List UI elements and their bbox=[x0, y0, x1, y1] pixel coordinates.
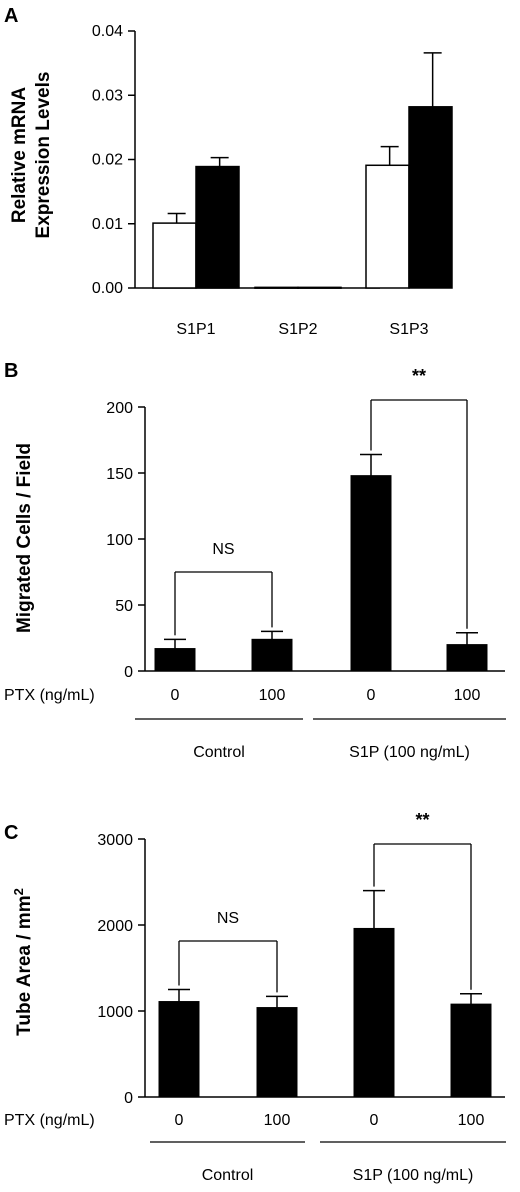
x-tick-label: 0 bbox=[367, 687, 376, 704]
panel-letter: C bbox=[4, 822, 18, 844]
y-axis-label: Migrated Cells / Field bbox=[14, 443, 35, 633]
y-tick-label: 0.03 bbox=[92, 87, 123, 104]
panel-letter: A bbox=[4, 5, 18, 27]
x-tick-label: 100 bbox=[458, 1112, 485, 1129]
y-tick-label: 0.00 bbox=[92, 280, 123, 297]
x-tick-label: S1P1 bbox=[176, 321, 215, 338]
x-tick-label: 100 bbox=[264, 1112, 291, 1129]
bar bbox=[251, 638, 293, 672]
panel-b-chart: B Migrated Cells / Field 0 50 100 150 200 0 100 0… bbox=[4, 360, 506, 761]
bar bbox=[450, 1003, 492, 1098]
y-axis-label: Expression Levels bbox=[33, 72, 54, 239]
significance-label: NS bbox=[217, 910, 239, 927]
group-label: S1P (100 ng/mL) bbox=[353, 1167, 474, 1184]
y-tick-label: 3000 bbox=[97, 832, 133, 849]
group-label: Control bbox=[202, 1167, 254, 1184]
bar-white bbox=[365, 164, 410, 289]
x-tick-label: 0 bbox=[370, 1112, 379, 1129]
x-tick-label: S1P2 bbox=[278, 321, 317, 338]
x-tick-label: 100 bbox=[454, 687, 481, 704]
y-axis-label: Relative mRNA bbox=[9, 87, 30, 223]
bar-black bbox=[408, 106, 453, 289]
y-tick-label: 1000 bbox=[97, 1004, 133, 1021]
y-tick-label: 50 bbox=[115, 598, 133, 615]
group-label: S1P (100 ng/mL) bbox=[349, 744, 470, 761]
y-tick-label: 0 bbox=[124, 1090, 133, 1107]
x-tick-label: S1P3 bbox=[389, 321, 428, 338]
y-tick-label: 150 bbox=[106, 466, 133, 483]
bar bbox=[353, 927, 395, 1098]
x-tick-label: 0 bbox=[171, 687, 180, 704]
bar bbox=[154, 648, 196, 672]
bar-white bbox=[152, 222, 197, 289]
bar bbox=[256, 1007, 298, 1098]
y-tick-label: 0.04 bbox=[92, 23, 123, 40]
row-label: PTX (ng/mL) bbox=[4, 687, 95, 704]
bar bbox=[158, 1001, 200, 1098]
row-label: PTX (ng/mL) bbox=[4, 1112, 95, 1129]
y-tick-label: 100 bbox=[106, 532, 133, 549]
y-tick-label: 0 bbox=[124, 664, 133, 681]
significance-label: ** bbox=[412, 366, 426, 386]
panel-letter: B bbox=[4, 360, 18, 382]
significance-label: NS bbox=[212, 541, 234, 558]
x-tick-label: 100 bbox=[259, 687, 286, 704]
bar bbox=[350, 475, 392, 672]
bar bbox=[446, 644, 488, 672]
y-tick-label: 200 bbox=[106, 400, 133, 417]
bar-black bbox=[195, 165, 240, 289]
x-tick-label: 0 bbox=[175, 1112, 184, 1129]
y-tick-label: 0.02 bbox=[92, 152, 123, 169]
bar-white bbox=[254, 286, 299, 289]
y-tick-label: 2000 bbox=[97, 918, 133, 935]
y-tick-label: 0.01 bbox=[92, 216, 123, 233]
significance-label: ** bbox=[415, 810, 429, 830]
y-axis-label: Tube Area / mm2 bbox=[11, 888, 36, 1036]
panel-a-chart: A Relative mRNA Expression Levels 0.00 0.01 0… bbox=[4, 5, 453, 338]
bar-black bbox=[297, 286, 342, 289]
group-label: Control bbox=[193, 744, 245, 761]
